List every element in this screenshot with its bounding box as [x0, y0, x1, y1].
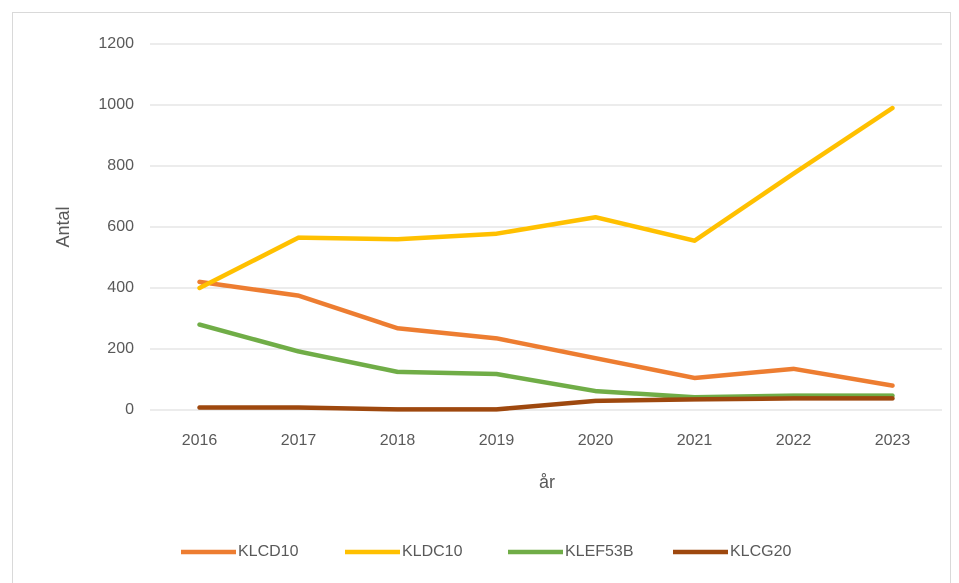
legend-label: KLCG20 — [730, 543, 791, 560]
y-tick-label: 0 — [125, 401, 134, 418]
y-tick-label: 200 — [107, 340, 134, 357]
x-tick-label: 2017 — [281, 432, 317, 449]
chart-border — [12, 12, 951, 583]
data-line — [197, 105, 895, 291]
data-line — [197, 322, 895, 400]
y-tick-label: 1200 — [98, 35, 134, 52]
x-tick-label: 2016 — [182, 432, 218, 449]
data-line — [197, 279, 895, 388]
x-tick-label: 2021 — [677, 432, 713, 449]
y-tick-label: 600 — [107, 218, 134, 235]
y-tick-label: 1000 — [98, 96, 134, 113]
y-tick-label: 800 — [107, 157, 134, 174]
y-axis-label: Antal — [53, 206, 73, 247]
x-tick-label: 2018 — [380, 432, 416, 449]
x-tick-label: 2023 — [875, 432, 911, 449]
x-tick-label: 2020 — [578, 432, 614, 449]
legend-label: KLEF53B — [565, 543, 633, 560]
x-tick-label: 2019 — [479, 432, 515, 449]
y-tick-label: 400 — [107, 279, 134, 296]
data-line — [197, 396, 895, 412]
x-tick-label: 2022 — [776, 432, 812, 449]
x-axis-label: år — [539, 472, 555, 492]
legend-label: KLCD10 — [238, 543, 299, 560]
legend-label: KLDC10 — [402, 543, 463, 560]
